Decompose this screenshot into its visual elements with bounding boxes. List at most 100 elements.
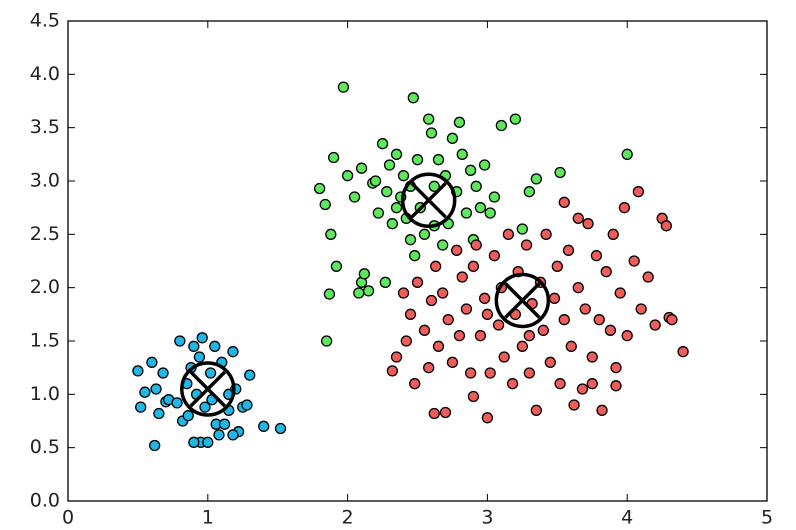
point (327, 151, 340, 164)
y-tick-label: 0.0 (30, 490, 60, 512)
point (446, 356, 459, 368)
point (530, 404, 542, 416)
point (319, 198, 331, 211)
point (474, 330, 487, 342)
point (404, 234, 417, 246)
point (562, 244, 575, 256)
point (135, 401, 147, 413)
point (150, 383, 162, 395)
point (425, 294, 438, 307)
point (481, 412, 494, 424)
point (660, 220, 672, 232)
point (418, 228, 431, 240)
point (213, 429, 225, 441)
point (586, 378, 598, 390)
point (474, 202, 487, 214)
point (355, 162, 368, 174)
point (227, 429, 239, 441)
point (481, 308, 494, 320)
point (432, 340, 445, 352)
x-tick-label: 4 (621, 507, 633, 529)
point (568, 399, 580, 411)
y-tick-label: 4.5 (30, 10, 60, 32)
point (544, 356, 556, 368)
point (358, 268, 371, 280)
point (565, 340, 577, 352)
point (425, 127, 438, 139)
point (411, 276, 424, 288)
y-tick-label: 0.5 (30, 436, 60, 458)
point (157, 367, 169, 379)
point (460, 207, 473, 219)
y-tick-label: 1.5 (30, 330, 60, 352)
point (323, 288, 336, 300)
point (241, 399, 253, 411)
point (390, 351, 403, 363)
point (320, 335, 333, 347)
point (423, 113, 435, 125)
point (470, 180, 482, 192)
point (523, 186, 535, 198)
centroid-ring (400, 172, 457, 228)
point (537, 324, 549, 336)
point (632, 186, 645, 198)
point (554, 378, 566, 390)
point (607, 228, 619, 240)
point (610, 380, 622, 392)
y-tick-label: 3.5 (30, 116, 60, 138)
point (642, 271, 654, 283)
point (439, 406, 452, 419)
point (196, 332, 208, 344)
point (430, 260, 442, 272)
point (386, 365, 398, 377)
point (381, 186, 393, 198)
point (202, 436, 214, 448)
point (437, 239, 449, 251)
point (540, 228, 552, 240)
point (579, 303, 591, 315)
y-tick-label: 1.0 (30, 383, 60, 405)
point (423, 362, 435, 374)
point (523, 330, 535, 342)
point (325, 228, 337, 240)
point (409, 250, 421, 262)
points (132, 81, 689, 452)
point (460, 303, 473, 315)
point (484, 367, 496, 379)
point (397, 170, 410, 182)
point (409, 378, 421, 390)
point (464, 367, 477, 379)
point (558, 196, 570, 208)
point (437, 287, 449, 299)
x-tick-label: 5 (761, 507, 773, 529)
point (390, 202, 403, 214)
point (376, 138, 389, 150)
point (218, 418, 231, 430)
point (174, 335, 186, 347)
y-tick-label: 2.0 (30, 276, 60, 298)
point (464, 164, 477, 176)
y-tick-label: 2.5 (30, 223, 60, 245)
centroid-cross (504, 282, 541, 319)
point (362, 285, 375, 297)
point (456, 271, 468, 283)
point (456, 148, 468, 160)
point (182, 410, 194, 422)
point (618, 202, 631, 214)
point (453, 116, 466, 128)
point (488, 191, 501, 203)
point (502, 228, 515, 240)
point (596, 404, 608, 416)
point (600, 266, 612, 278)
point (516, 223, 528, 235)
point (372, 207, 385, 219)
point (139, 386, 151, 398)
point (188, 436, 200, 448)
point (677, 346, 689, 358)
point (604, 324, 617, 336)
centroid-cross (410, 181, 447, 219)
point (341, 170, 354, 182)
x-tick-label: 3 (481, 507, 493, 529)
point (572, 212, 584, 224)
